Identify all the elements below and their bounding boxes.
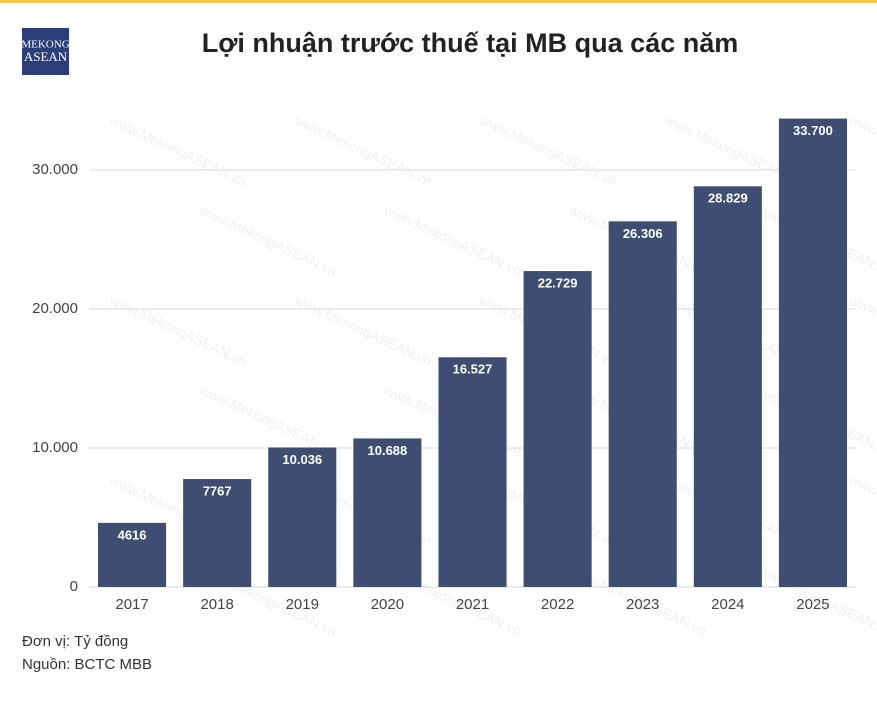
bar — [523, 271, 592, 587]
bar — [608, 221, 677, 587]
watermark: www.MekongASEAN.vn — [846, 471, 877, 549]
x-tick-label: 2023 — [626, 596, 659, 613]
x-tick-label: 2021 — [456, 596, 489, 613]
y-tick-label: 30.000 — [32, 161, 78, 178]
bar — [438, 357, 507, 587]
logo: MEKONG ASEAN — [21, 28, 70, 75]
watermark: www.MekongASEAN.vn — [846, 291, 877, 369]
value-label: 16.527 — [453, 362, 493, 377]
source-note: Nguồn: BCTC MBB — [22, 656, 152, 673]
watermark: www.MekongASEAN.vn — [291, 111, 434, 189]
value-label: 33.700 — [793, 123, 833, 138]
watermark: www.MekongASEAN.vn — [196, 201, 339, 279]
chart-title: Lợi nhuận trước thuế tại MB qua các năm — [202, 28, 739, 58]
bar — [98, 522, 167, 587]
unit-note: Đơn vị: Tỷ đồng — [22, 633, 128, 650]
bar — [353, 438, 422, 587]
y-tick-label: 20.000 — [32, 300, 78, 317]
bar — [183, 479, 252, 587]
x-tick-label: 2022 — [541, 596, 574, 613]
value-label: 10.688 — [368, 443, 408, 458]
value-label: 10.036 — [282, 452, 322, 467]
x-tick-label: 2020 — [371, 596, 404, 613]
value-label: 26.306 — [623, 226, 663, 241]
y-tick-label: 0 — [70, 578, 78, 595]
watermark: www.MekongASEAN.vn — [381, 201, 524, 279]
top-border — [0, 0, 877, 3]
watermark: www.MekongASEAN.vn — [106, 291, 249, 369]
x-tick-label: 2018 — [200, 596, 233, 613]
watermark: www.MekongASEAN.vn — [291, 291, 434, 369]
value-label: 4616 — [118, 527, 147, 542]
x-tick-label: 2017 — [115, 596, 148, 613]
watermark: www.MekongASEAN.vn — [476, 111, 619, 189]
bar — [778, 118, 847, 587]
bar — [268, 447, 337, 587]
x-tick-label: 2024 — [711, 596, 744, 613]
watermark: www.MekongASEAN.vn — [106, 111, 249, 189]
logo-box — [22, 28, 69, 75]
bar — [693, 186, 762, 587]
logo-line-2: ASEAN — [24, 49, 68, 64]
plot: 0 10.000 20.000 30.000 2017 4616 2018 7767 2019 1… — [32, 118, 856, 613]
logo-line-1: MEKONG — [21, 39, 69, 51]
watermark: www.MekongASEAN.vn — [846, 111, 877, 189]
value-label: 28.829 — [708, 191, 748, 206]
value-label: 7767 — [203, 483, 232, 498]
x-tick-label: 2019 — [286, 596, 319, 613]
value-label: 22.729 — [538, 276, 578, 291]
x-tick-label: 2025 — [796, 596, 829, 613]
y-tick-label: 10.000 — [32, 439, 78, 456]
